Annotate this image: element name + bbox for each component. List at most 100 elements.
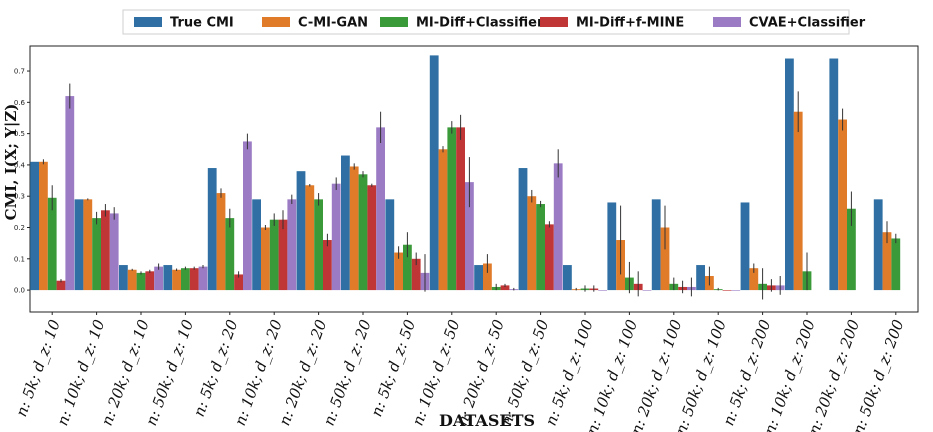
plot-frame [29, 45, 919, 313]
bar [598, 290, 607, 291]
y-tick-label: 0.3 [14, 193, 25, 201]
bar [154, 266, 163, 291]
bar [269, 219, 279, 291]
bar [358, 174, 368, 291]
bar [101, 210, 110, 291]
bar [873, 199, 883, 291]
x-tick-label: n: 50k; d_z: 20 [320, 317, 375, 428]
legend-swatch [134, 17, 162, 27]
y-tick-label: 0.6 [14, 99, 26, 107]
bar [109, 213, 119, 291]
bar [56, 280, 66, 291]
bar [429, 55, 439, 291]
legend-label: CVAE+Classifier [749, 16, 866, 31]
bar [261, 227, 270, 291]
bar [163, 265, 173, 291]
bar [483, 263, 492, 291]
bar [642, 290, 652, 291]
bar [278, 219, 288, 291]
x-tick-label: n: 5k; d_z: 10 [12, 317, 64, 419]
y-axis-title: CMI, I(X; Y|Z) [2, 104, 20, 221]
bar [474, 265, 483, 291]
bar [829, 58, 839, 291]
legend-swatch [262, 17, 290, 27]
bar [287, 199, 297, 291]
legend: True CMI C-MI-GAN MI-Diff+Classifier MI-Dif… [122, 9, 866, 35]
y-tick-label: 0.2 [14, 224, 25, 232]
bar [403, 244, 412, 291]
bar [181, 268, 190, 291]
bar [65, 96, 75, 291]
legend-label: MI-Diff+Classifier [416, 16, 544, 31]
bar [39, 161, 48, 291]
bar [225, 218, 235, 291]
y-tick-label: 0.5 [14, 130, 25, 138]
bar [323, 240, 332, 291]
bar [500, 285, 510, 291]
legend-label: C-MI-GAN [298, 16, 368, 31]
bar [145, 271, 155, 291]
bar [722, 290, 732, 291]
bar [518, 168, 528, 291]
bar [127, 269, 137, 291]
x-tick-label: n: 5k; d_z: 200 [719, 317, 774, 428]
bar [172, 269, 181, 291]
x-tick-label: n: 5k; d_z: 50 [367, 317, 419, 419]
x-tick-label: n: 10k; d_z: 10 [53, 317, 108, 428]
bar [385, 199, 395, 291]
bar [785, 58, 794, 291]
x-tick-label: n: 5k; d_z: 20 [190, 317, 242, 419]
bar [563, 265, 572, 291]
y-axis: 0.0 0.1 0.2 0.3 0.4 0.5 0.6 0.7 [14, 68, 30, 295]
bar [331, 183, 341, 291]
bar [136, 272, 146, 291]
bar [465, 182, 474, 291]
bar [660, 227, 670, 291]
plot-area [29, 45, 919, 313]
bar [527, 196, 537, 291]
y-tick-label: 0.4 [14, 161, 26, 169]
bar [536, 204, 545, 291]
bar [447, 127, 457, 291]
bar [749, 268, 759, 291]
bar [847, 208, 856, 291]
bar [341, 155, 350, 291]
y-tick-label: 0.7 [14, 68, 25, 76]
bar [438, 149, 448, 291]
bar [607, 202, 617, 291]
x-tick-label: n: 10k; d_z: 20 [231, 317, 286, 428]
bar [83, 199, 93, 291]
bar [553, 163, 563, 291]
bar [394, 252, 403, 291]
x-axis-title: DATASETS [439, 411, 535, 430]
bar [696, 265, 705, 291]
bar [793, 111, 803, 291]
bar [545, 224, 554, 291]
bar [119, 265, 128, 291]
bar [92, 218, 101, 291]
bar [651, 199, 661, 291]
y-tick-label: 0.1 [14, 255, 25, 263]
bar [74, 199, 84, 291]
bar [234, 274, 243, 291]
bar [305, 185, 315, 291]
bar [376, 127, 385, 291]
bar [47, 197, 57, 291]
x-tick-label: n: 20k; d_z: 20 [275, 317, 330, 428]
bar [882, 232, 892, 291]
legend-label: MI-Diff+f-MINE [576, 16, 684, 31]
x-tick-label: n: 20k; d_z: 10 [98, 317, 153, 428]
legend-label: True CMI [170, 16, 234, 31]
bar [243, 141, 252, 291]
bar [456, 127, 465, 291]
bar [891, 238, 901, 291]
bar [252, 199, 261, 291]
bar [189, 268, 199, 291]
bar [207, 168, 217, 291]
bar [216, 193, 226, 291]
legend-swatch [380, 17, 408, 27]
bar [411, 258, 421, 291]
bar [198, 266, 208, 291]
bar [740, 202, 750, 291]
